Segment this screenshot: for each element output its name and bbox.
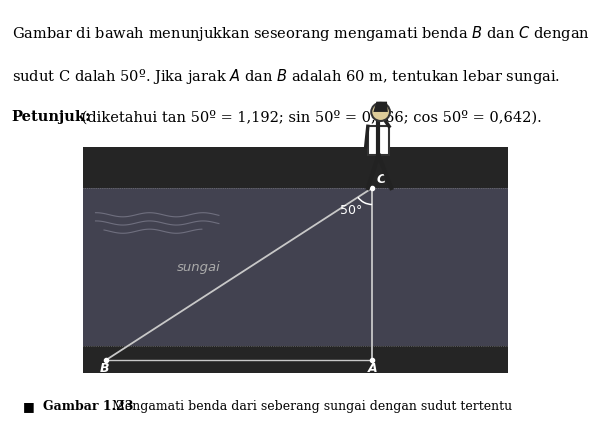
Text: Gambar di bawah menunjukkan seseorang mengamati benda $B$ dan $C$ dengan: Gambar di bawah menunjukkan seseorang me… xyxy=(12,24,590,43)
Text: Petunjuk:: Petunjuk: xyxy=(12,110,92,124)
Text: A: A xyxy=(368,362,378,375)
Circle shape xyxy=(371,104,390,122)
Text: Gambar 1.23: Gambar 1.23 xyxy=(43,399,134,412)
Polygon shape xyxy=(83,189,508,347)
Text: ■: ■ xyxy=(23,399,35,412)
Polygon shape xyxy=(374,102,388,113)
Text: C: C xyxy=(376,172,385,185)
Text: 50°: 50° xyxy=(340,203,362,216)
Text: (diketahui tan 50º = 1,192; sin 50º = 0,766; cos 50º = 0,642).: (diketahui tan 50º = 1,192; sin 50º = 0,… xyxy=(77,110,542,125)
Polygon shape xyxy=(83,148,508,189)
Text: Mengamati benda dari seberang sungai dengan sudut tertentu: Mengamati benda dari seberang sungai den… xyxy=(108,399,512,412)
Polygon shape xyxy=(83,347,508,373)
Text: sudut C dalah 50º. Jika jarak $A$ dan $B$ adalah 60 m, tentukan lebar sungai.: sudut C dalah 50º. Jika jarak $A$ dan $B… xyxy=(12,67,560,86)
Text: sungai: sungai xyxy=(176,261,220,274)
Polygon shape xyxy=(368,127,389,156)
Polygon shape xyxy=(83,148,508,373)
Text: B: B xyxy=(100,362,109,375)
